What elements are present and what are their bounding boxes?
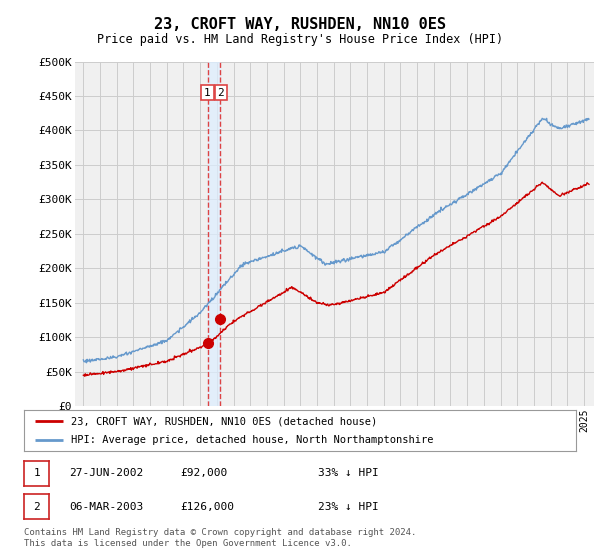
Text: Price paid vs. HM Land Registry's House Price Index (HPI): Price paid vs. HM Land Registry's House … [97,32,503,46]
Text: 1: 1 [33,468,40,478]
Bar [208,62,220,406]
Text: 23% ↓ HPI: 23% ↓ HPI [318,502,379,512]
Text: 27-JUN-2002: 27-JUN-2002 [69,468,143,478]
Text: Contains HM Land Registry data © Crown copyright and database right 2024.
This d: Contains HM Land Registry data © Crown c… [24,528,416,548]
Text: 2: 2 [33,502,40,512]
Text: £126,000: £126,000 [180,502,234,512]
Text: 23, CROFT WAY, RUSHDEN, NN10 0ES (detached house): 23, CROFT WAY, RUSHDEN, NN10 0ES (detach… [71,417,377,426]
Text: 23, CROFT WAY, RUSHDEN, NN10 0ES: 23, CROFT WAY, RUSHDEN, NN10 0ES [154,17,446,32]
Text: 2: 2 [217,87,224,97]
Text: 06-MAR-2003: 06-MAR-2003 [69,502,143,512]
Text: HPI: Average price, detached house, North Northamptonshire: HPI: Average price, detached house, Nort… [71,435,433,445]
Text: £92,000: £92,000 [180,468,227,478]
Text: 33% ↓ HPI: 33% ↓ HPI [318,468,379,478]
Text: 1: 1 [204,87,211,97]
